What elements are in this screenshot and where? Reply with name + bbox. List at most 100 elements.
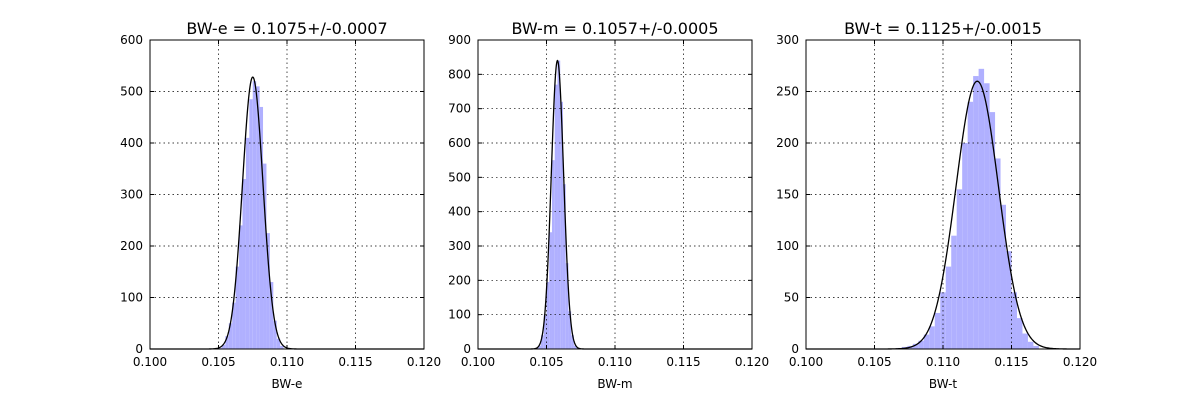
- x-tick-label-bw-t-3: 0.115: [994, 355, 1028, 369]
- grid-bw-t: [806, 40, 1080, 349]
- histogram-bar-bw-m-14: [573, 345, 577, 349]
- y-tick-label-bw-e-0: 0: [135, 342, 143, 356]
- histogram-bar-bw-e-15: [269, 282, 274, 349]
- histogram-bar-bw-m-13: [571, 335, 574, 349]
- histogram-bar-bw-t-22: [1016, 318, 1023, 349]
- histogram-bar-bw-e-13: [263, 163, 267, 349]
- x-tick-label-bw-t-0: 0.100: [789, 355, 823, 369]
- histogram-bar-bw-t-20: [1006, 251, 1012, 349]
- histogram-bar-bw-t-9: [945, 266, 952, 349]
- y-tick-label-bw-m-5: 500: [448, 170, 471, 184]
- histogram-bar-bw-t-16: [984, 83, 990, 349]
- histogram-bar-bw-t-8: [940, 292, 946, 349]
- y-tick-label-bw-m-4: 400: [448, 205, 471, 219]
- histogram-bar-bw-m-6: [551, 160, 555, 349]
- x-tick-label-bw-m-2: 0.110: [598, 355, 632, 369]
- y-tick-label-bw-m-3: 300: [448, 239, 471, 253]
- histogram-bar-bw-t-18: [995, 158, 1001, 349]
- x-axis-label-bw-t: BW-t: [929, 377, 958, 391]
- histogram-bar-bw-e-1: [221, 344, 226, 349]
- histogram-bar-bw-m-2: [541, 335, 544, 349]
- histogram-bar-bw-e-9: [249, 99, 253, 349]
- x-tick-label-bw-e-0: 0.100: [133, 355, 167, 369]
- y-tick-label-bw-t-0: 0: [791, 342, 799, 356]
- grid-bw-e: [150, 40, 424, 349]
- histogram-bar-bw-t-6: [929, 326, 935, 349]
- x-ticks-bw-t: 0.100 0.105 0.110 0.115 0.120: [789, 40, 1097, 369]
- y-tick-label-bw-t-1: 50: [784, 291, 799, 305]
- panel-bw-m: BW-m = 0.1057+/-0.0005 BW-m 0.100 0.105 0.…: [448, 19, 769, 391]
- y-tick-label-bw-e-1: 100: [120, 291, 143, 305]
- y-tick-label-bw-e-5: 500: [120, 85, 143, 99]
- histogram-bar-bw-m-11: [565, 263, 569, 349]
- x-tick-label-bw-e-3: 0.115: [338, 355, 372, 369]
- histogram-bar-bw-m-1: [538, 345, 542, 349]
- histogram-bar-bw-t-11: [956, 189, 963, 349]
- x-tick-label-bw-e-2: 0.110: [270, 355, 304, 369]
- y-tick-label-bw-m-8: 800: [448, 67, 471, 81]
- panel-bw-t: BW-t = 0.1125+/-0.0015 BW-t 0.100 0.105 0.…: [776, 19, 1097, 391]
- histogram-bars-bw-m: [535, 60, 580, 349]
- y-tick-label-bw-e-3: 300: [120, 188, 143, 202]
- x-tick-label-bw-m-4: 0.120: [735, 355, 769, 369]
- x-tick-label-bw-t-1: 0.105: [857, 355, 891, 369]
- histogram-bar-bw-e-17: [276, 338, 281, 349]
- histogram-bar-bw-e-8: [245, 137, 250, 349]
- histogram-bar-bw-t-3: [912, 343, 919, 349]
- histogram-bar-bw-m-9: [560, 101, 563, 349]
- x-tick-label-bw-m-0: 0.100: [461, 355, 495, 369]
- histogram-bar-bw-e-3: [228, 323, 233, 349]
- y-tick-label-bw-m-1: 100: [448, 308, 471, 322]
- histogram-bar-bw-m-3: [543, 314, 547, 349]
- histogram-bar-bw-e-5: [235, 266, 240, 349]
- x-tick-label-bw-t-4: 0.120: [1063, 355, 1097, 369]
- histogram-bar-bw-e-11: [256, 86, 260, 349]
- y-tick-label-bw-m-2: 200: [448, 273, 471, 287]
- histogram-bar-bw-e-16: [273, 320, 277, 349]
- histogram-bar-bw-t-24: [1027, 341, 1034, 349]
- histogram-bar-bw-m-8: [557, 60, 561, 349]
- histogram-bar-bw-m-12: [568, 311, 572, 349]
- chart-title-bw-e: BW-e = 0.1075+/-0.0007: [186, 19, 387, 38]
- histogram-bars-bw-e: [218, 81, 284, 349]
- x-axis-label-bw-m: BW-m: [597, 377, 632, 391]
- y-tick-label-bw-t-3: 150: [776, 188, 799, 202]
- histogram-bar-bw-t-4: [918, 340, 924, 349]
- histogram-bar-bw-e-0: [218, 347, 222, 349]
- histogram-bar-bw-t-5: [923, 334, 930, 349]
- y-tick-label-bw-e-6: 600: [120, 33, 143, 47]
- histogram-bar-bw-e-18: [280, 345, 284, 349]
- histogram-bar-bw-t-21: [1011, 292, 1017, 349]
- y-tick-label-bw-t-2: 100: [776, 239, 799, 253]
- histogram-bar-bw-t-13: [967, 101, 974, 349]
- x-tick-label-bw-m-1: 0.105: [529, 355, 563, 369]
- histogram-bar-bw-e-12: [259, 106, 264, 349]
- x-tick-label-bw-t-2: 0.110: [926, 355, 960, 369]
- histogram-bar-bw-t-7: [934, 312, 941, 349]
- histogram-bar-bw-e-14: [266, 233, 270, 349]
- chart-title-bw-m: BW-m = 0.1057+/-0.0005: [511, 19, 718, 38]
- histogram-bar-bw-t-15: [978, 68, 985, 349]
- histogram-bar-bw-e-4: [232, 302, 236, 349]
- histogram-bar-bw-m-10: [562, 184, 566, 349]
- histogram-bar-bw-t-10: [951, 235, 957, 349]
- histogram-bar-bw-m-5: [549, 232, 552, 349]
- x-ticks-bw-m: 0.100 0.105 0.110 0.115 0.120: [461, 40, 769, 369]
- x-tick-label-bw-e-4: 0.120: [407, 355, 441, 369]
- histogram-bar-bw-e-7: [242, 179, 246, 349]
- y-tick-label-bw-m-7: 700: [448, 102, 471, 116]
- histogram-bar-bw-t-14: [973, 76, 979, 350]
- histogram-bar-bw-t-25: [1033, 345, 1039, 349]
- panel-bw-e: BW-e = 0.1075+/-0.0007 BW-e 0.100 0.105 0.…: [120, 19, 441, 391]
- histogram-bar-bw-e-6: [239, 225, 243, 349]
- x-ticks-bw-e: 0.100 0.105 0.110 0.115 0.120: [133, 40, 441, 369]
- y-ticks-bw-e: 0 100 200 300 400 500 600: [120, 33, 424, 356]
- y-tick-label-bw-e-4: 400: [120, 136, 143, 150]
- x-tick-label-bw-e-1: 0.105: [201, 355, 235, 369]
- y-ticks-bw-m: 0 100 200 300 400 500 600 700 800 900: [448, 33, 752, 356]
- y-tick-label-bw-t-6: 300: [776, 33, 799, 47]
- y-tick-label-bw-m-0: 0: [463, 342, 471, 356]
- y-ticks-bw-t: 0 50 100 150 200 250 300: [776, 33, 1080, 356]
- y-tick-label-bw-m-9: 900: [448, 33, 471, 47]
